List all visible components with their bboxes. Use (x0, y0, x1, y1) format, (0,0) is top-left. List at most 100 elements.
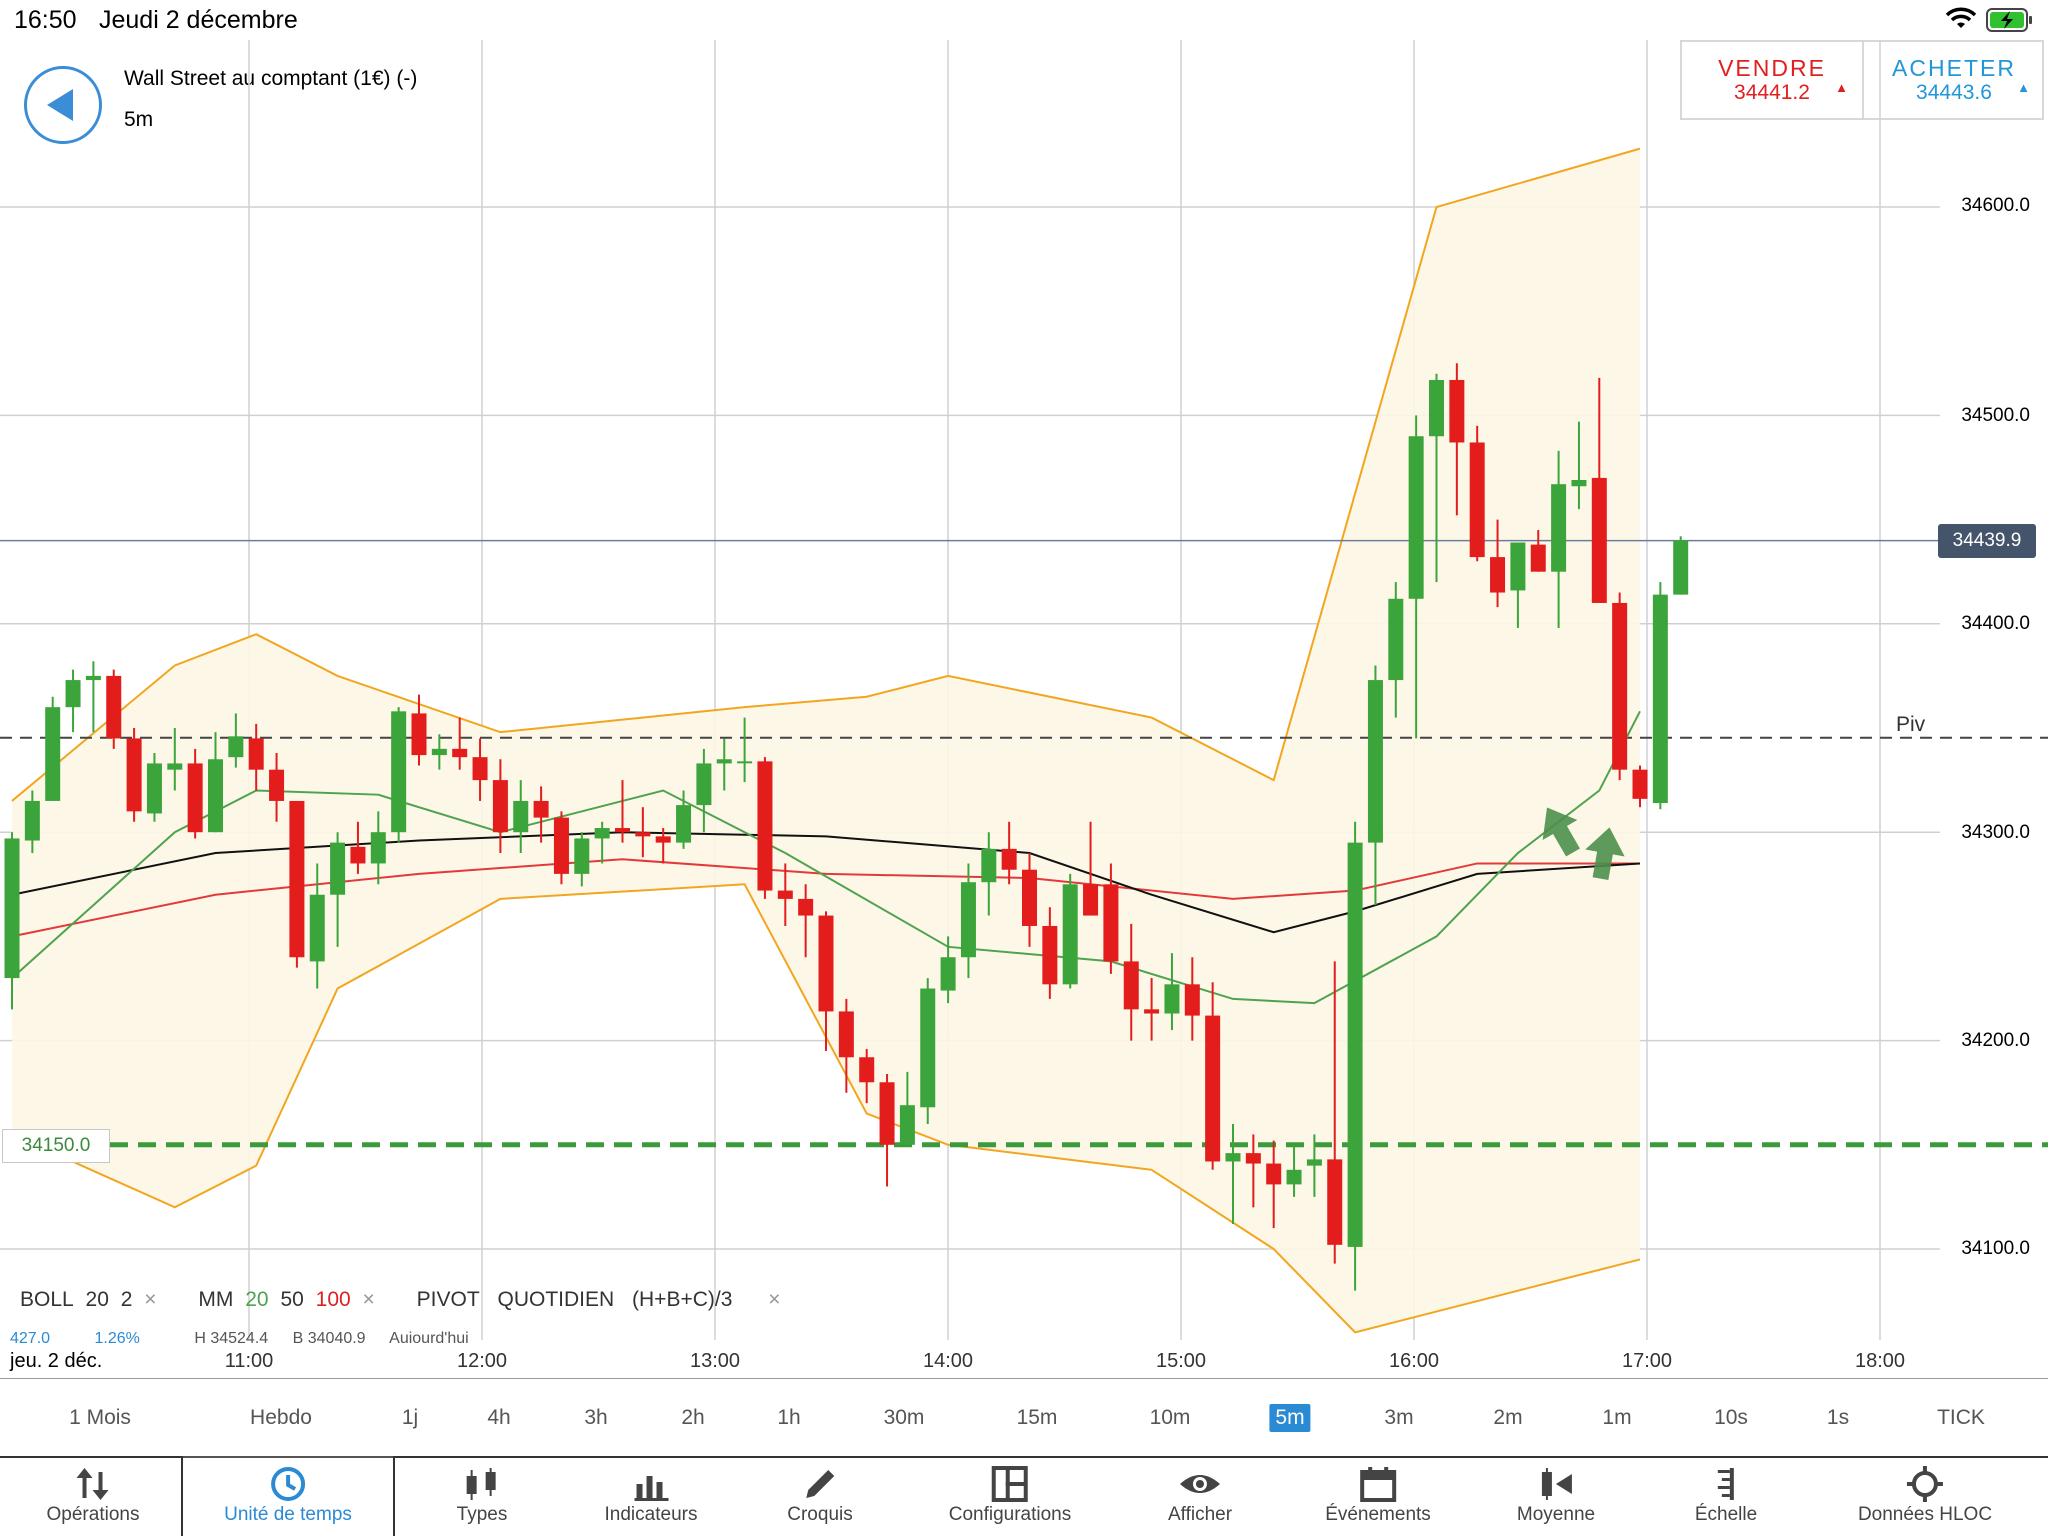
pivot-name[interactable]: PIVOT (416, 1288, 480, 1311)
toolbar-label: Indicateurs (604, 1504, 698, 1525)
timeframe-1-month[interactable]: 1 Mois (69, 1406, 131, 1429)
toolbar-label: Unité de temps (224, 1504, 352, 1525)
candle-body (289, 800, 305, 958)
toolbar-hloc-data[interactable]: Données HLOC (1858, 1458, 1992, 1536)
toolbar-scale[interactable]: Échelle (1695, 1458, 1757, 1536)
remove-pivot-icon[interactable]: × (768, 1288, 781, 1311)
candle-body (1103, 884, 1119, 962)
indicator-values: 427.0 1.26% H 34524.4 B 34040.9 Aujourd'… (10, 1330, 469, 1343)
toolbar-label: Configurations (948, 1504, 1072, 1525)
boll-name[interactable]: BOLL (20, 1288, 74, 1311)
timeframe-10s[interactable]: 10s (1714, 1406, 1748, 1429)
sell-button[interactable]: VENDRE 34441.2 ▲ (1682, 42, 1864, 118)
buy-button[interactable]: ACHETER 34443.6 ▲ (1864, 42, 2044, 118)
y-tick-label: 34200.0 (1961, 1030, 2030, 1051)
toolbar-divider (0, 1456, 181, 1536)
candle-body (1551, 484, 1567, 572)
calendar-icon (1325, 1464, 1431, 1504)
remove-boll-icon[interactable]: × (144, 1288, 157, 1311)
candle-body (45, 707, 61, 801)
candle-body (65, 680, 81, 708)
bollinger-band-fill (12, 148, 1640, 1333)
toolbar-display[interactable]: Afficher (1168, 1458, 1232, 1536)
candle-body (981, 848, 997, 883)
candle-body (1286, 1169, 1302, 1185)
timeframe-3m[interactable]: 3m (1384, 1406, 1414, 1429)
buy-price: 34443.6 (1916, 81, 1992, 104)
candle-body (960, 882, 976, 958)
candle-body (574, 838, 590, 874)
candle-body (553, 817, 569, 874)
clock-icon (224, 1464, 352, 1504)
candle-body (1225, 1153, 1241, 1162)
candle-body (1083, 884, 1099, 916)
timeframe-weekly[interactable]: Hebdo (250, 1406, 312, 1429)
candle-body (1367, 680, 1383, 843)
toolbar-configurations[interactable]: Configurations (948, 1458, 1072, 1536)
toolbar-average[interactable]: Moyenne (1517, 1458, 1595, 1536)
toolbar-sketch[interactable]: Croquis (787, 1458, 853, 1536)
eye-icon (1168, 1464, 1232, 1504)
candle-body (350, 846, 366, 864)
timeframe-2h[interactable]: 2h (681, 1406, 705, 1429)
timeframe-1h[interactable]: 1h (777, 1406, 801, 1429)
candle-body (472, 757, 488, 781)
candlestick-icon (457, 1464, 508, 1504)
green-arrow-annotation (1542, 807, 1580, 857)
pivot-label: Piv (1896, 713, 1926, 736)
candle-body (1632, 769, 1648, 799)
candle-body (1652, 594, 1668, 804)
mm-name[interactable]: MM (198, 1288, 234, 1311)
toolbar-label: Moyenne (1516, 1504, 1596, 1525)
candle-body (309, 894, 325, 962)
timeframe-30m[interactable]: 30m (883, 1406, 925, 1429)
mm-param-100: 100 (315, 1288, 351, 1311)
candle-body (1673, 540, 1689, 595)
back-button[interactable] (24, 66, 102, 144)
timeframe-5m[interactable]: 5m (1269, 1404, 1311, 1432)
x-tick-label: 18:00 (1854, 1350, 1906, 1372)
candle-body (879, 1082, 895, 1145)
toolbar-timeframe[interactable]: Unité de temps (224, 1458, 352, 1536)
toolbar-types[interactable]: Types (457, 1458, 508, 1536)
candle-body (696, 763, 712, 806)
timeframe-1d[interactable]: 1j (401, 1406, 419, 1429)
toolbar-operations[interactable]: Opérations (47, 1458, 139, 1536)
layout-icon (949, 1464, 1072, 1504)
current-price-label: 34439.9 (1938, 524, 2036, 558)
x-tick-label: 11:00 (224, 1350, 274, 1372)
timeframe-1m[interactable]: 1m (1602, 1406, 1632, 1429)
average-icon (1517, 1464, 1595, 1504)
toolbar-events[interactable]: Événements (1325, 1458, 1431, 1536)
candle-body (1327, 1159, 1343, 1245)
mm-param-20: 20 (245, 1288, 269, 1311)
timeframe-3h[interactable]: 3h (584, 1406, 608, 1429)
candle-body (1266, 1163, 1282, 1185)
x-tick-label: 14:00 (922, 1350, 974, 1372)
timeframe-tick[interactable]: TICK (1937, 1406, 1985, 1429)
buy-up-arrow-icon: ▲ (2017, 80, 2030, 95)
candle-body (1388, 598, 1404, 681)
timeframe-4h[interactable]: 4h (487, 1406, 511, 1429)
x-tick-label: 15:00 (1155, 1350, 1207, 1372)
candle-body (859, 1057, 875, 1083)
timeframe-2m[interactable]: 2m (1493, 1406, 1523, 1429)
candle-body (1530, 544, 1546, 572)
toolbar-label: Données HLOC (1857, 1504, 1993, 1525)
boll-param: 2 (120, 1288, 133, 1311)
timeframe-1s[interactable]: 1s (1826, 1406, 1850, 1429)
candle-body (716, 759, 732, 764)
remove-mm-icon[interactable]: × (362, 1288, 375, 1311)
candle-body (635, 832, 651, 837)
y-tick-label: 34100.0 (1961, 1238, 2030, 1259)
pivot-param: QUOTIDIEN (497, 1288, 615, 1311)
timeframe-15m[interactable]: 15m (1016, 1406, 1058, 1429)
support-level-label[interactable]: 34150.0 (2, 1129, 110, 1163)
timeframe-10m[interactable]: 10m (1149, 1406, 1191, 1429)
candle-body (838, 1011, 854, 1058)
candle-body (798, 898, 814, 916)
toolbar-label: Échelle (1694, 1504, 1758, 1525)
value-today: Aujourd'hui (389, 1330, 469, 1343)
price-chart[interactable] (0, 40, 2048, 1378)
toolbar-indicators[interactable]: Indicateurs (604, 1458, 698, 1536)
